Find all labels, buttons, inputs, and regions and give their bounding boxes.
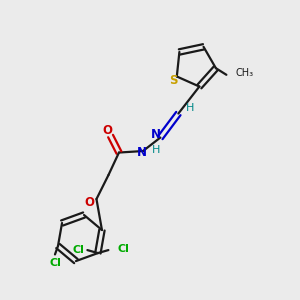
Text: CH₃: CH₃ bbox=[236, 68, 253, 78]
Text: H: H bbox=[152, 145, 161, 154]
Text: Cl: Cl bbox=[117, 244, 129, 254]
Text: N: N bbox=[136, 146, 146, 159]
Text: N: N bbox=[151, 128, 160, 141]
Text: O: O bbox=[84, 196, 94, 208]
Text: Cl: Cl bbox=[49, 258, 61, 268]
Text: S: S bbox=[169, 74, 178, 87]
Text: O: O bbox=[102, 124, 112, 137]
Text: H: H bbox=[186, 103, 194, 113]
Text: Cl: Cl bbox=[73, 245, 84, 255]
